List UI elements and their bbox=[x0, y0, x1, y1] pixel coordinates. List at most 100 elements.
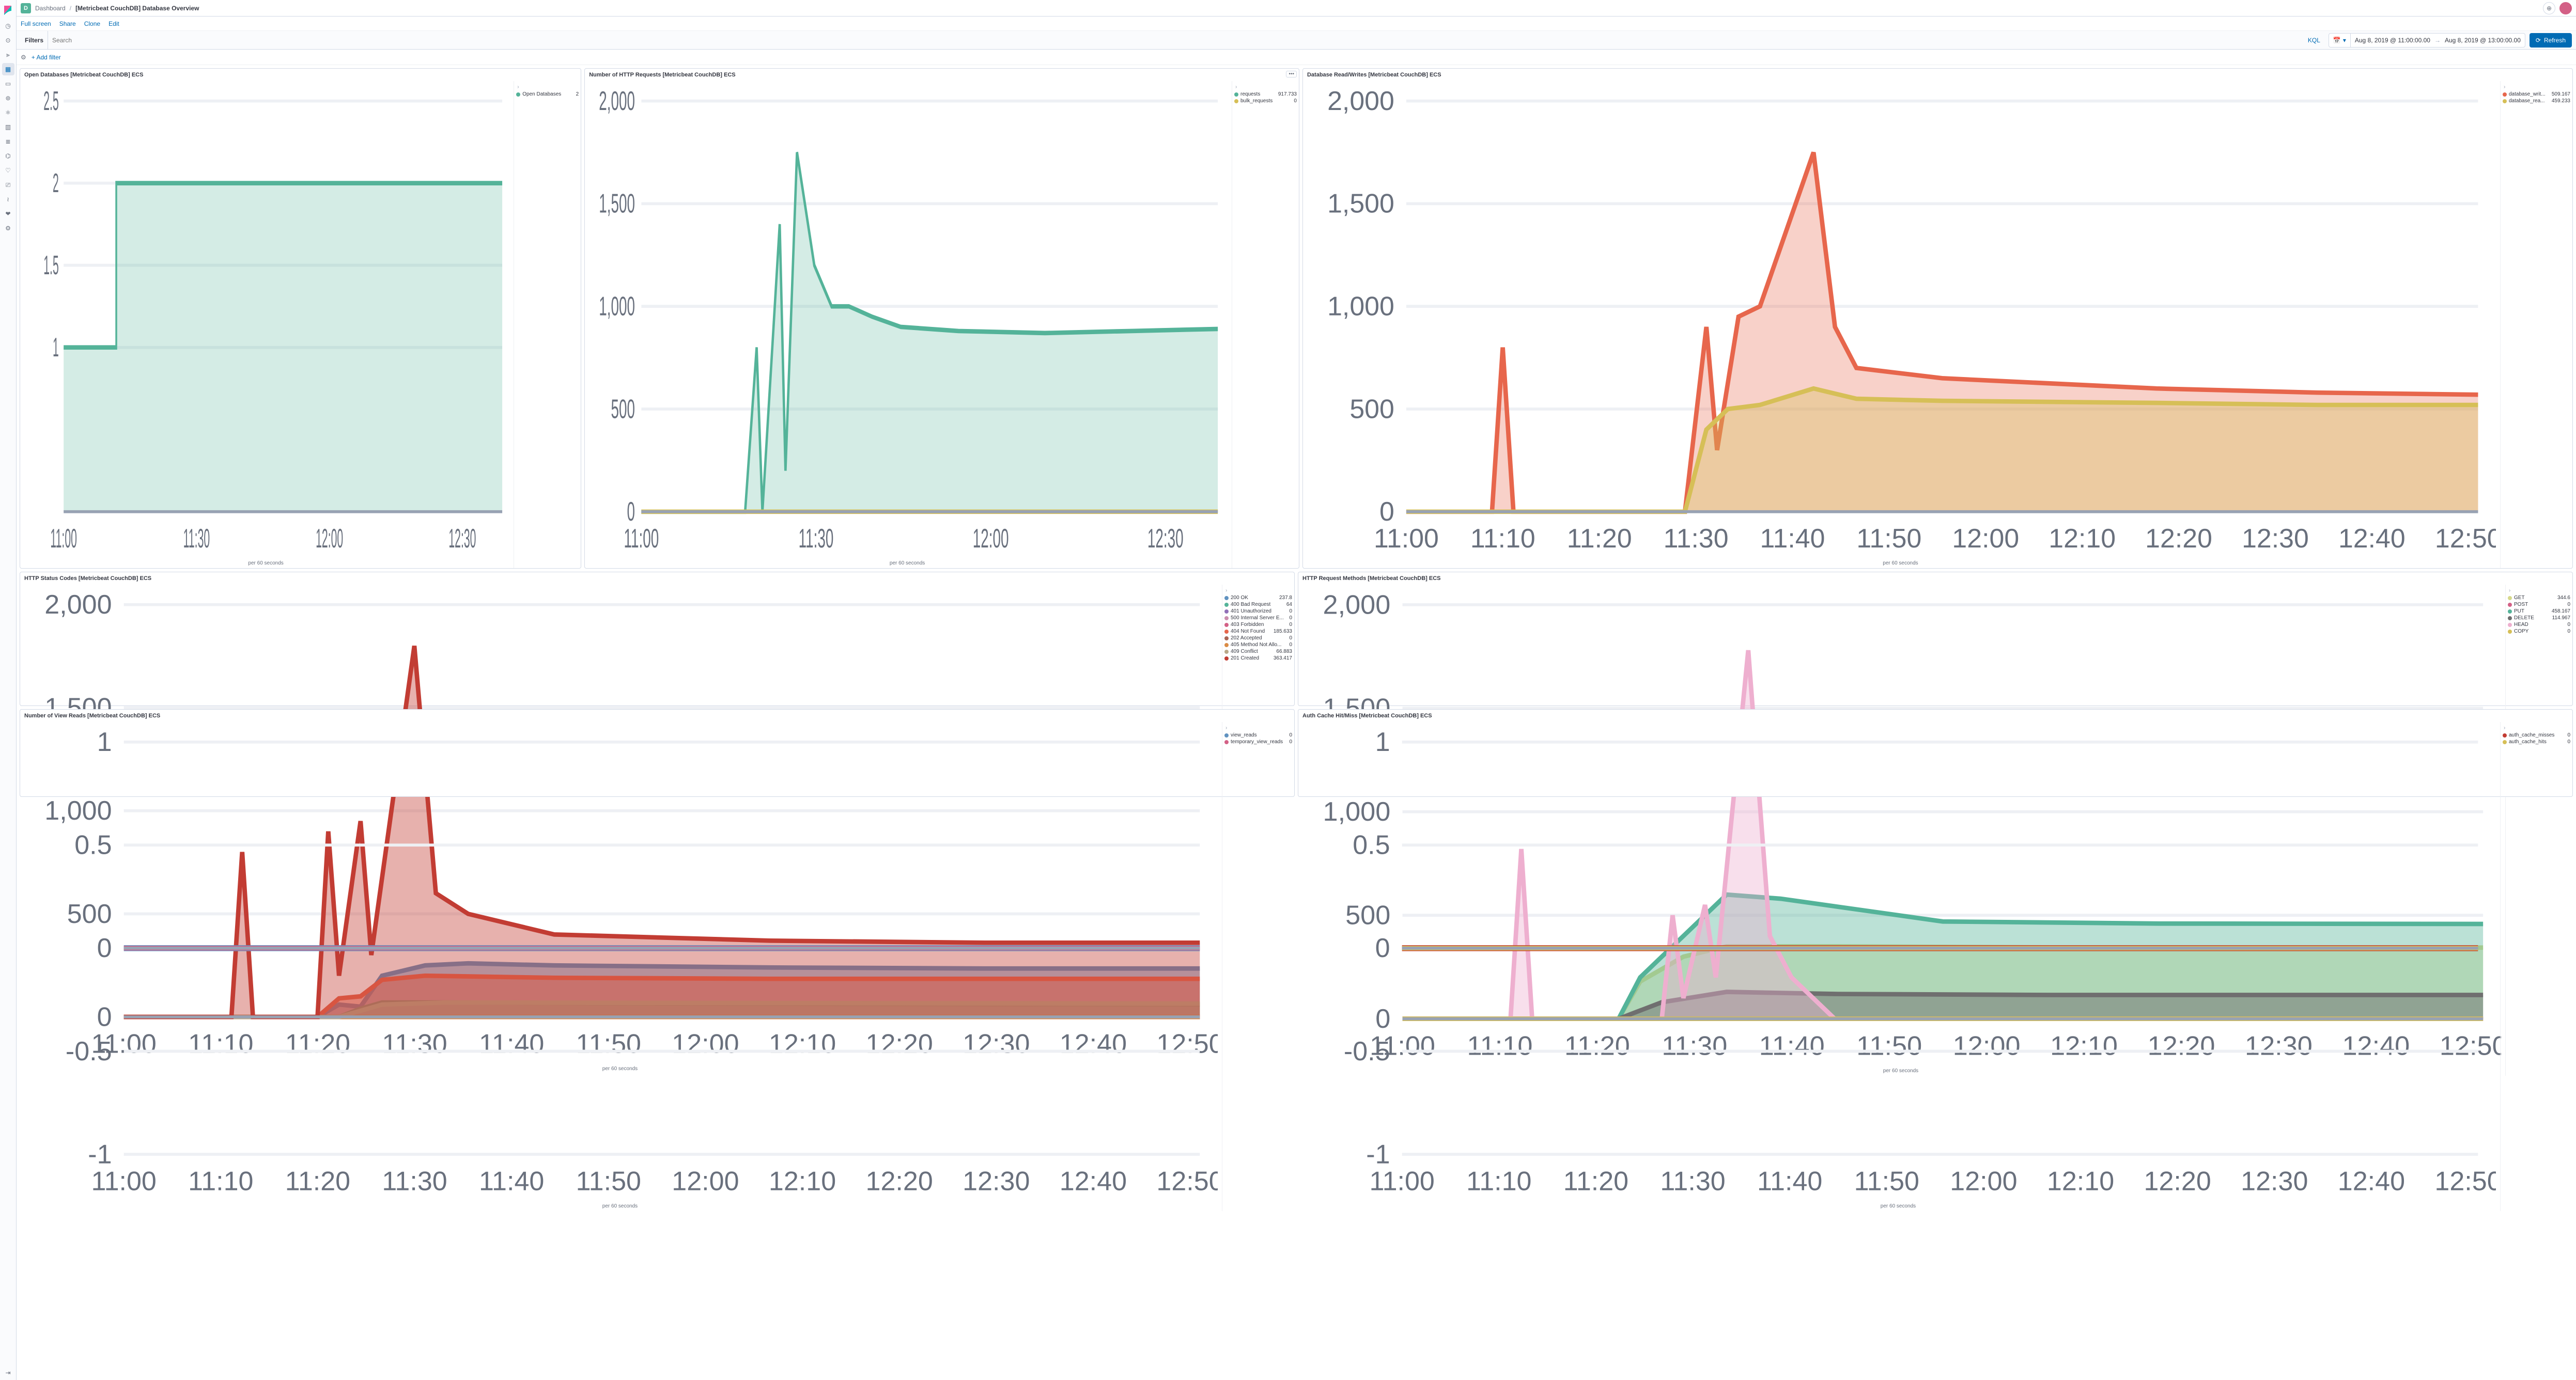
legend-item[interactable]: 409 Conflict 66.883 bbox=[1224, 648, 1292, 655]
legend-collapse-icon[interactable]: › bbox=[1224, 724, 1292, 732]
nav-infra-icon[interactable]: ▥ bbox=[2, 121, 14, 133]
legend-item[interactable]: bulk_requests 0 bbox=[1234, 98, 1297, 104]
legend-label: database_rea... bbox=[2509, 98, 2550, 104]
legend-item[interactable]: 200 OK 237.8 bbox=[1224, 594, 1292, 601]
breadcrumb-root[interactable]: Dashboard bbox=[35, 5, 66, 12]
legend-collapse-icon[interactable]: › bbox=[2503, 724, 2570, 732]
nav-uptime-icon[interactable]: ♡ bbox=[2, 164, 14, 177]
kibana-logo[interactable] bbox=[2, 4, 14, 17]
edit-link[interactable]: Edit bbox=[108, 20, 119, 27]
chart: -1-0.500.5111:0011:1011:2011:3011:4011:5… bbox=[22, 724, 1218, 1202]
legend-item[interactable]: auth_cache_hits 0 bbox=[2503, 739, 2570, 745]
nav-management-icon[interactable]: ⚙ bbox=[2, 222, 14, 234]
nav-monitoring-icon[interactable]: ❤ bbox=[2, 208, 14, 220]
nav-logs-icon[interactable]: ≣ bbox=[2, 135, 14, 148]
svg-text:1.5: 1.5 bbox=[43, 250, 58, 280]
newsfeed-icon[interactable]: ⊕ bbox=[2543, 2, 2555, 14]
legend-label: 201 Created bbox=[1231, 655, 1271, 661]
legend-label: database_writ... bbox=[2509, 91, 2550, 97]
svg-text:11:50: 11:50 bbox=[1854, 1166, 1919, 1196]
legend-item[interactable]: PUT 458.167 bbox=[2508, 608, 2570, 615]
panel-http-status-codes: HTTP Status Codes [Metricbeat CouchDB] E… bbox=[20, 572, 1295, 706]
legend-item[interactable]: HEAD 0 bbox=[2508, 621, 2570, 628]
panel-open-databases: Open Databases [Metricbeat CouchDB] ECS1… bbox=[20, 68, 581, 569]
legend-label: 401 Unauthorized bbox=[1231, 608, 1287, 614]
svg-text:11:00: 11:00 bbox=[1374, 523, 1439, 553]
svg-text:12:30: 12:30 bbox=[963, 1166, 1030, 1196]
legend-item[interactable]: 401 Unauthorized 0 bbox=[1224, 608, 1292, 615]
svg-text:0.5: 0.5 bbox=[1353, 830, 1390, 860]
panel-db-read-writes: Database Read/Writes [Metricbeat CouchDB… bbox=[1302, 68, 2573, 569]
fullscreen-link[interactable]: Full screen bbox=[21, 20, 51, 27]
panel-auth-cache: Auth Cache Hit/Miss [Metricbeat CouchDB]… bbox=[1298, 709, 2573, 797]
svg-text:12:40: 12:40 bbox=[2338, 523, 2406, 553]
nav-collapse-icon[interactable]: ⇥ bbox=[2, 1367, 14, 1379]
header: D Dashboard / [Metricbeat CouchDB] Datab… bbox=[17, 0, 2576, 17]
search-input[interactable] bbox=[52, 37, 2300, 44]
legend-label: Open Databases bbox=[522, 91, 573, 97]
nav-visualize-icon[interactable]: ⫸ bbox=[2, 49, 14, 61]
x-axis-caption: per 60 seconds bbox=[1300, 1203, 2496, 1209]
time-range-picker[interactable]: 📅 ▾ Aug 8, 2019 @ 11:00:00.00 → Aug 8, 2… bbox=[2329, 33, 2525, 48]
nav-apm-icon[interactable]: ⌬ bbox=[2, 150, 14, 162]
legend-item[interactable]: auth_cache_misses 0 bbox=[2503, 732, 2570, 739]
legend-item[interactable]: requests 917.733 bbox=[1234, 91, 1297, 98]
legend-item[interactable]: GET 344.6 bbox=[2508, 594, 2570, 601]
panel-menu-icon[interactable]: ••• bbox=[1286, 71, 1297, 77]
legend-item[interactable]: POST 0 bbox=[2508, 601, 2570, 608]
legend-collapse-icon[interactable]: › bbox=[516, 83, 579, 91]
nav-ml-icon[interactable]: ⚛ bbox=[2, 106, 14, 119]
legend-item[interactable]: view_reads 0 bbox=[1224, 732, 1292, 739]
nav-discover-icon[interactable]: ⊙ bbox=[2, 34, 14, 46]
legend-item[interactable]: 201 Created 363.417 bbox=[1224, 655, 1292, 662]
nav-dashboard-icon[interactable]: ▦ bbox=[2, 63, 14, 75]
add-filter-link[interactable]: + Add filter bbox=[32, 54, 61, 61]
nav-recent-icon[interactable]: ◷ bbox=[2, 20, 14, 32]
legend-item[interactable]: COPY 0 bbox=[2508, 628, 2570, 635]
clone-link[interactable]: Clone bbox=[84, 20, 100, 27]
panel-title: Number of HTTP Requests [Metricbeat Couc… bbox=[585, 69, 1299, 81]
svg-text:12:00: 12:00 bbox=[1952, 523, 2019, 553]
svg-text:0: 0 bbox=[627, 496, 635, 527]
svg-text:12:30: 12:30 bbox=[1147, 523, 1184, 554]
legend-item[interactable]: database_rea... 459.233 bbox=[2503, 98, 2570, 104]
share-link[interactable]: Share bbox=[59, 20, 76, 27]
nav-siem-icon[interactable]: ⎚ bbox=[2, 179, 14, 191]
legend-collapse-icon[interactable]: › bbox=[2503, 83, 2570, 91]
legend-item[interactable]: Open Databases 2 bbox=[516, 91, 579, 98]
legend-item[interactable]: DELETE 114.967 bbox=[2508, 615, 2570, 621]
legend-value: 0 bbox=[1289, 739, 1292, 745]
nav-maps-icon[interactable]: ⊚ bbox=[2, 92, 14, 104]
user-avatar[interactable] bbox=[2559, 2, 2572, 14]
filter-settings-icon[interactable]: ⚙ bbox=[21, 54, 26, 61]
legend-item[interactable]: 404 Not Found 185.633 bbox=[1224, 628, 1292, 635]
space-badge[interactable]: D bbox=[21, 3, 31, 13]
legend-item[interactable]: 400 Bad Request 64 bbox=[1224, 601, 1292, 608]
svg-text:11:30: 11:30 bbox=[382, 1166, 447, 1196]
kql-toggle[interactable]: KQL bbox=[2304, 37, 2324, 44]
legend-collapse-icon[interactable]: › bbox=[1234, 83, 1297, 91]
svg-text:12:40: 12:40 bbox=[2338, 1166, 2405, 1196]
legend-item[interactable]: 500 Internal Server E... 0 bbox=[1224, 615, 1292, 621]
side-nav: ◷ ⊙ ⫸ ▦ ▭ ⊚ ⚛ ▥ ≣ ⌬ ♡ ⎚ ≀ ❤ ⚙ ⇥ bbox=[0, 0, 17, 1380]
legend-label: 404 Not Found bbox=[1231, 629, 1271, 634]
legend-item[interactable]: database_writ... 509.167 bbox=[2503, 91, 2570, 98]
legend-collapse-icon[interactable]: › bbox=[1224, 587, 1292, 594]
legend-value: 0 bbox=[1289, 635, 1292, 641]
legend-value: 237.8 bbox=[1279, 595, 1292, 601]
panel-title: HTTP Request Methods [Metricbeat CouchDB… bbox=[1298, 572, 2572, 585]
svg-text:-0.5: -0.5 bbox=[66, 1037, 112, 1067]
arrow-right-icon: → bbox=[2434, 37, 2441, 44]
legend-swatch bbox=[1224, 623, 1229, 627]
refresh-button[interactable]: ⟳ Refresh bbox=[2530, 33, 2572, 48]
legend-item[interactable]: temporary_view_reads 0 bbox=[1224, 739, 1292, 745]
legend-item[interactable]: 202 Accepted 0 bbox=[1224, 635, 1292, 641]
nav-devtools-icon[interactable]: ≀ bbox=[2, 193, 14, 206]
svg-text:12:40: 12:40 bbox=[1060, 1166, 1127, 1196]
legend-label: HEAD bbox=[2514, 622, 2565, 628]
svg-text:11:10: 11:10 bbox=[1466, 1166, 1531, 1196]
legend-item[interactable]: 405 Method Not Allo... 0 bbox=[1224, 641, 1292, 648]
nav-canvas-icon[interactable]: ▭ bbox=[2, 77, 14, 90]
legend-item[interactable]: 403 Forbidden 0 bbox=[1224, 621, 1292, 628]
legend-collapse-icon[interactable]: › bbox=[2508, 587, 2570, 594]
